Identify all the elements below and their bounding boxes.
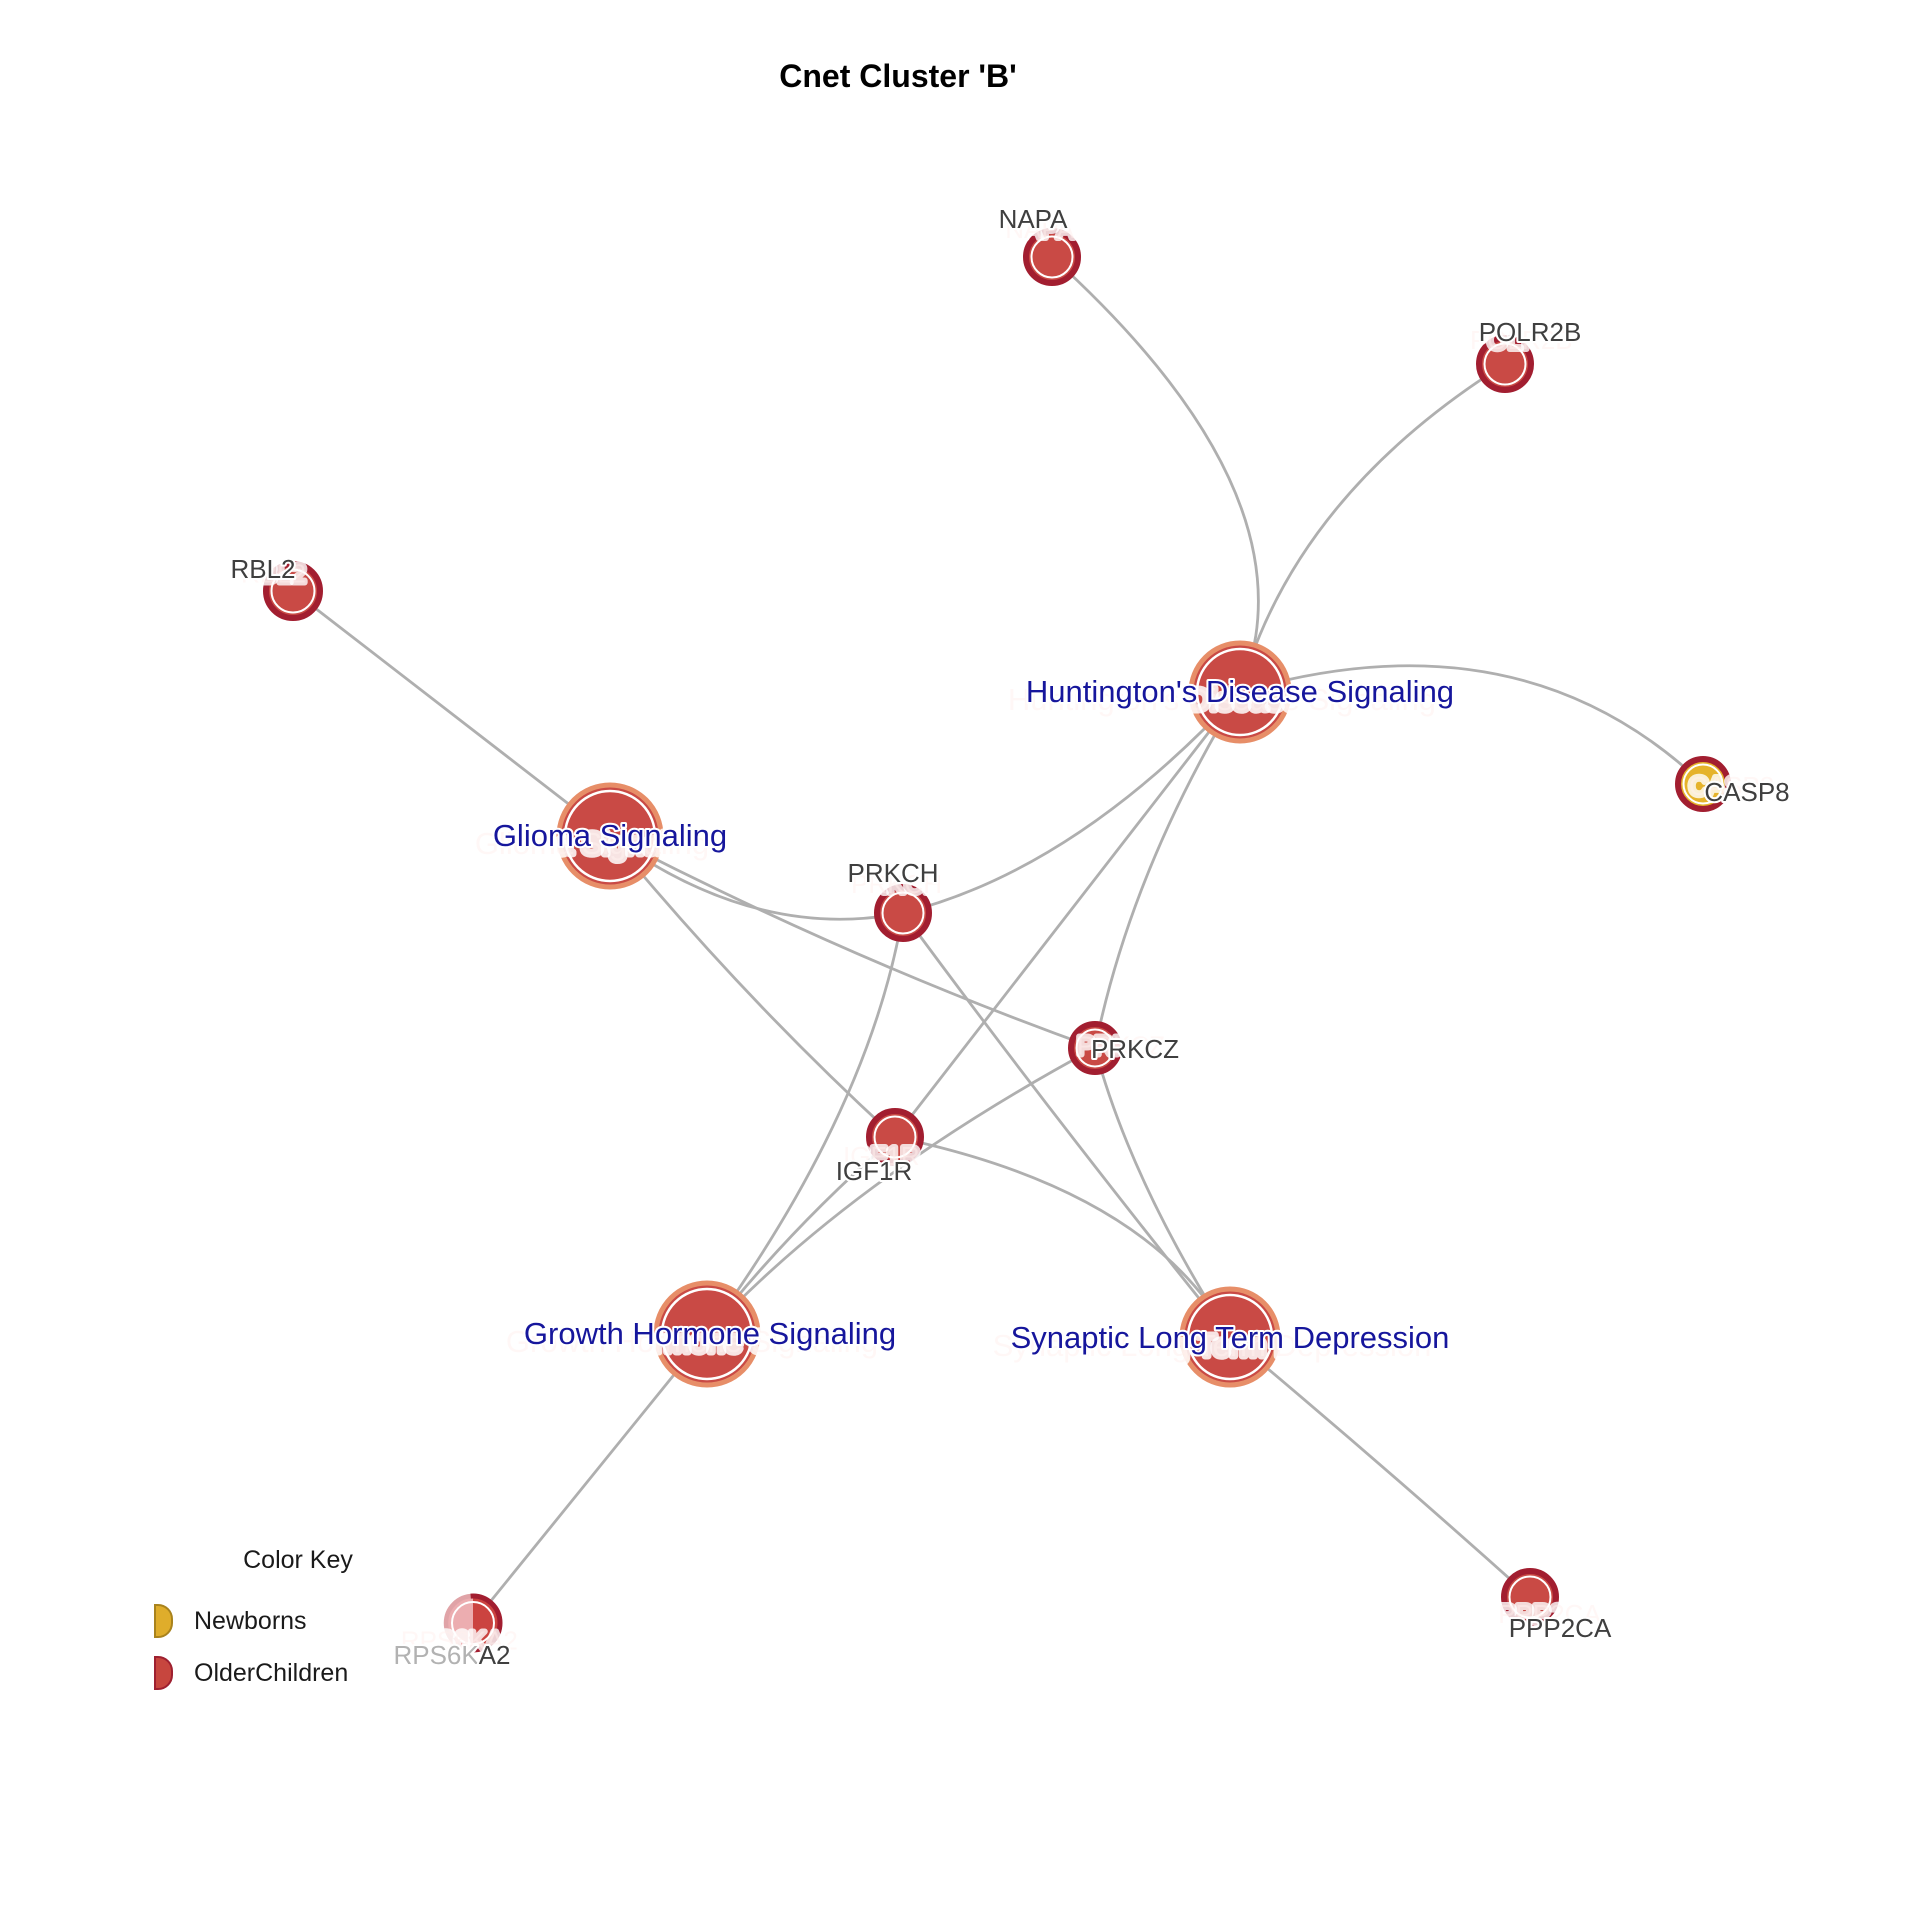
gene-node-polr2b — [1476, 335, 1534, 393]
gene-node-rbl2 — [263, 561, 323, 621]
gene-node-casp8 — [1675, 756, 1731, 812]
edge-ghs-rps6ka2 — [471, 1332, 709, 1625]
legend-label-newborns: Newborns — [194, 1607, 307, 1635]
pathway-circle — [1179, 1286, 1281, 1388]
pathway-node-sltd — [1179, 1286, 1281, 1388]
gene-circle — [1023, 228, 1081, 286]
node-ghost-label-sltd: Synaptic Long Term Depression — [993, 1328, 1432, 1363]
node-label-igf1r: IGF1R — [836, 1156, 913, 1186]
pie-dark-arc — [470, 1593, 503, 1653]
node-ghost-label-rbl2: RBL2 — [241, 559, 306, 589]
pie-inner-ring — [451, 1601, 495, 1645]
node-ghost-label-hd: Huntington's Disease Signaling — [1008, 682, 1436, 717]
pathway-inner-ring — [1186, 1293, 1274, 1381]
node-label-glioma: Glioma Signaling — [493, 818, 727, 853]
node-label-part: A2 — [479, 1640, 511, 1670]
edge-hd-polr2b — [1238, 362, 1507, 694]
node-ghost-label-polr2b: POLR2B — [1470, 325, 1573, 355]
gene-node-igf1r — [866, 1108, 924, 1166]
node-ghost-label-napa: NAPA — [1005, 214, 1075, 244]
legend-label-olderchildren: OlderChildren — [194, 1659, 349, 1687]
pathway-circle — [1188, 640, 1292, 744]
edge-hd-napa — [1050, 255, 1260, 694]
pathway-node-hd — [1188, 640, 1292, 744]
edge-sltd-igf1r — [893, 1135, 1232, 1339]
edge-hd-igf1r — [893, 690, 1242, 1139]
edge-glioma-igf1r — [608, 834, 897, 1139]
edge-hd-casp8 — [1238, 664, 1705, 786]
pathway-circle — [556, 782, 664, 890]
gene-inner-ring — [1508, 1575, 1552, 1619]
node-label-polr2b: POLR2B — [1479, 317, 1582, 347]
pie-wedge — [473, 1596, 500, 1650]
gene-inner-ring — [1030, 235, 1074, 279]
gene-inner-ring — [1075, 1028, 1115, 1068]
node-ghost-label-ghs: Growth Hormone Signaling — [506, 1324, 878, 1359]
edge-hd-prkcz — [1093, 690, 1242, 1050]
gene-inner-ring — [873, 1115, 917, 1159]
node-ghost-label-rps6ka2: RPS6KA2 — [401, 1626, 518, 1656]
node-label-hd: Huntington's Disease Signaling — [1026, 674, 1454, 709]
node-ghost-label-igf1r: IGF1R — [843, 1141, 920, 1171]
node-ghost-label-prkcz: PRKCZ — [1077, 1031, 1165, 1061]
node-label-ghs: Growth Hormone Signaling — [524, 1316, 896, 1351]
node-ghost-label-casp8: CASP8 — [1689, 771, 1774, 801]
node-label-casp8: CASP8 — [1704, 777, 1789, 807]
gene-inner-ring — [270, 568, 316, 614]
edge-sltd-prkch — [901, 911, 1232, 1339]
gene-node-napa — [1023, 228, 1081, 286]
gene-node-prkch — [874, 884, 932, 942]
node-label-prkch: PRKCH — [847, 858, 938, 888]
pathway-circle — [653, 1280, 761, 1388]
edge-sltd-ppp2ca — [1228, 1335, 1532, 1599]
node-label-rbl2: RBL2 — [230, 554, 295, 584]
edge-glioma-rbl2 — [291, 589, 612, 838]
node-label-part: RPS6K — [393, 1640, 479, 1670]
gene-node-prkcz — [1068, 1021, 1122, 1075]
gene-circle — [1476, 335, 1534, 393]
node-label-ppp2ca: PPP2CA — [1509, 1613, 1612, 1643]
node-label-napa: NAPA — [999, 204, 1069, 234]
pathway-node-ghs — [653, 1280, 761, 1388]
edge-ghs-prkcz — [705, 1046, 1097, 1336]
gene-node-rps6ka2 — [443, 1593, 503, 1653]
gene-circle — [1501, 1568, 1559, 1626]
gene-circle — [874, 884, 932, 942]
edge-glioma-prkcz — [608, 834, 1097, 1050]
pathway-inner-ring — [563, 789, 657, 883]
gene-node-ppp2ca — [1501, 1568, 1559, 1626]
gene-circle — [1675, 756, 1731, 812]
node-ghost-label-prkch: PRKCH — [851, 869, 942, 899]
gene-circle — [263, 561, 323, 621]
node-ghost-label-glioma: Glioma Signaling — [475, 826, 709, 861]
node-ghost-label-ppp2ca: PPP2CA — [1498, 1599, 1601, 1629]
edge-ghs-prkch — [705, 911, 905, 1336]
gene-inner-ring — [881, 891, 925, 935]
pathway-inner-ring — [1195, 647, 1285, 737]
node-label-sltd: Synaptic Long Term Depression — [1011, 1320, 1450, 1355]
node-label-prkcz: PRKCZ — [1091, 1034, 1179, 1064]
gene-circle — [1068, 1021, 1122, 1075]
pathway-inner-ring — [660, 1287, 754, 1381]
page-title: Cnet Cluster 'B' — [779, 58, 1017, 94]
gene-circle — [866, 1108, 924, 1166]
legend-title: Color Key — [243, 1546, 353, 1574]
gene-inner-ring — [1682, 763, 1724, 805]
gene-inner-ring — [1483, 342, 1527, 386]
node-label-rps6ka2: RPS6KA2 — [393, 1640, 510, 1670]
edge-hd-prkch — [901, 690, 1242, 915]
pathway-node-glioma — [556, 782, 664, 890]
